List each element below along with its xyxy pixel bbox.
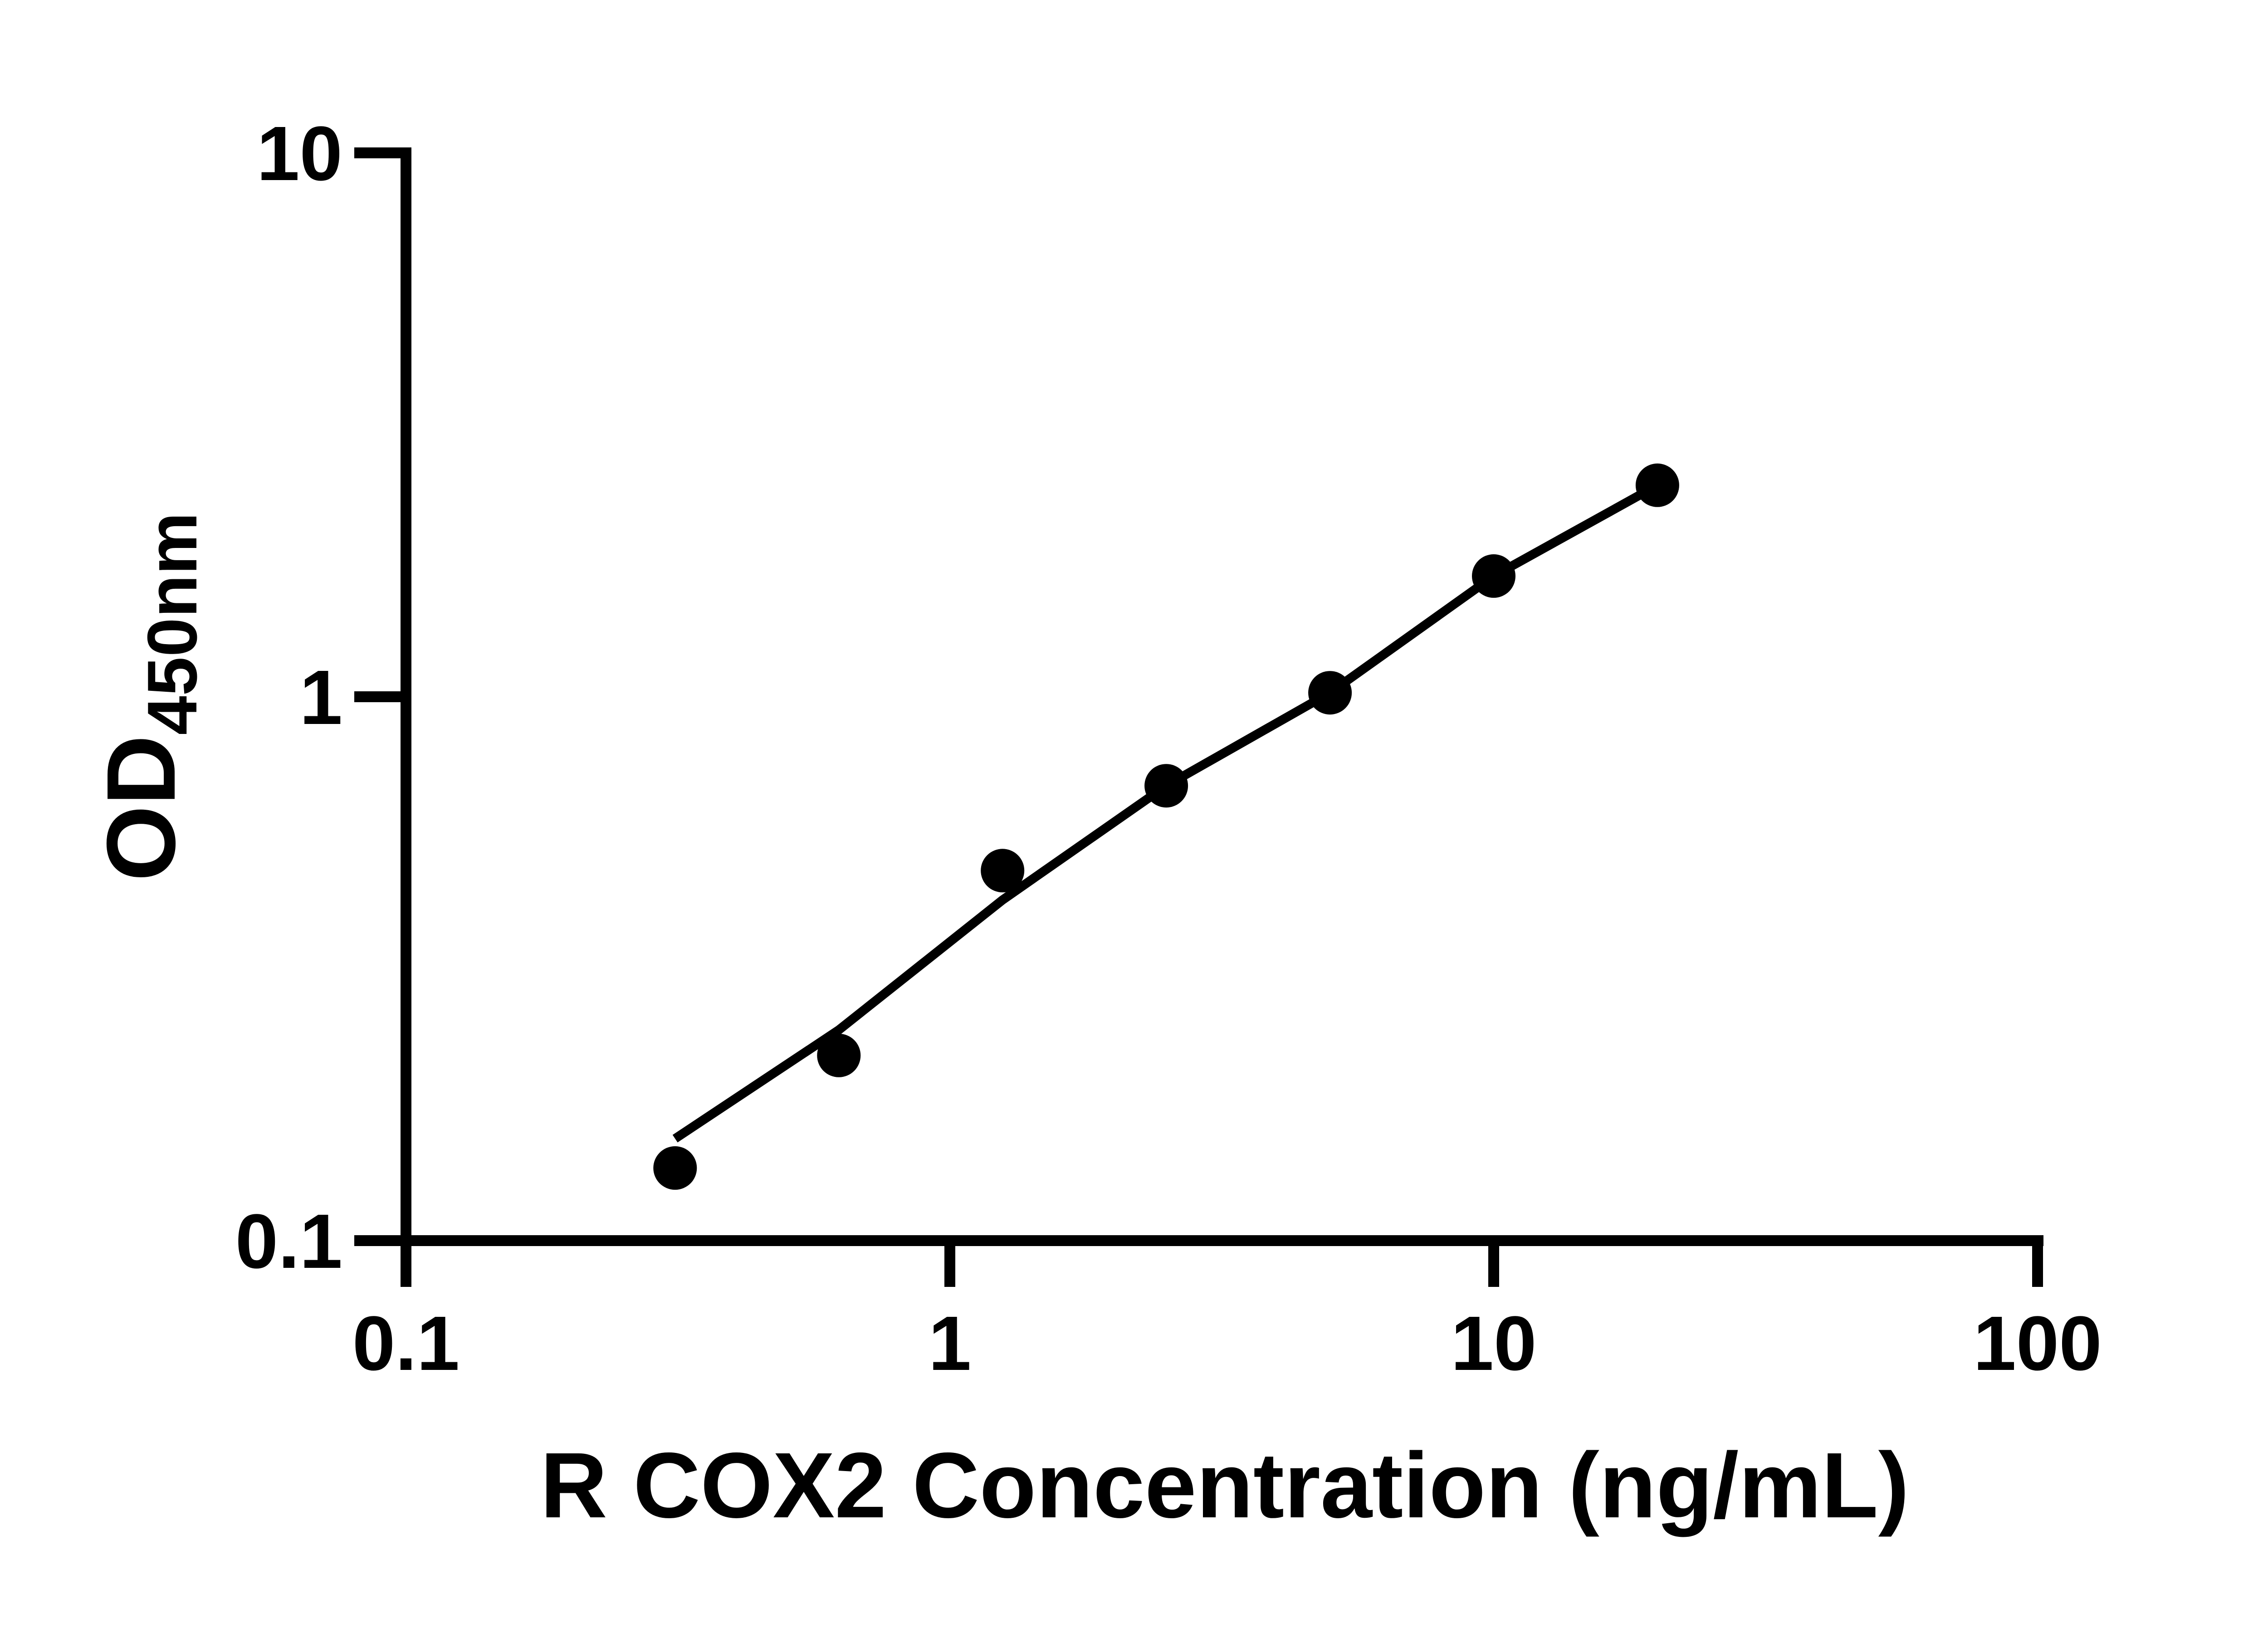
y-axis-title: OD450nm <box>86 512 211 881</box>
data-point-1 <box>653 1146 697 1190</box>
data-point-5 <box>1308 671 1352 715</box>
data-point-3 <box>981 849 1025 893</box>
data-point-6 <box>1472 554 1515 598</box>
axis-tick-labels: 0.1 1 10 100 0.1 1 10 <box>235 111 2102 1387</box>
x-axis-title: R COX2 Concentration (ng/mL) <box>540 1433 1909 1537</box>
x-tick-label-100: 100 <box>1973 1301 2102 1387</box>
y-tick-label-10: 10 <box>257 111 342 197</box>
axes <box>356 147 2043 1246</box>
chart-series <box>653 463 1679 1190</box>
x-tick-label-0.1: 0.1 <box>352 1301 459 1387</box>
x-tick-label-1: 1 <box>929 1301 972 1387</box>
y-tick-label-1: 1 <box>299 655 342 741</box>
data-point-4 <box>1144 764 1188 808</box>
y-axis-title-subscript: 450nm <box>133 512 211 735</box>
x-tick-label-10: 10 <box>1451 1301 1536 1387</box>
data-point-7 <box>1635 463 1679 507</box>
y-tick-label-0.1: 0.1 <box>235 1198 342 1285</box>
axis-ticks <box>354 147 2043 1287</box>
y-axis-title-main: OD <box>86 735 196 881</box>
data-point-2 <box>817 1033 861 1077</box>
